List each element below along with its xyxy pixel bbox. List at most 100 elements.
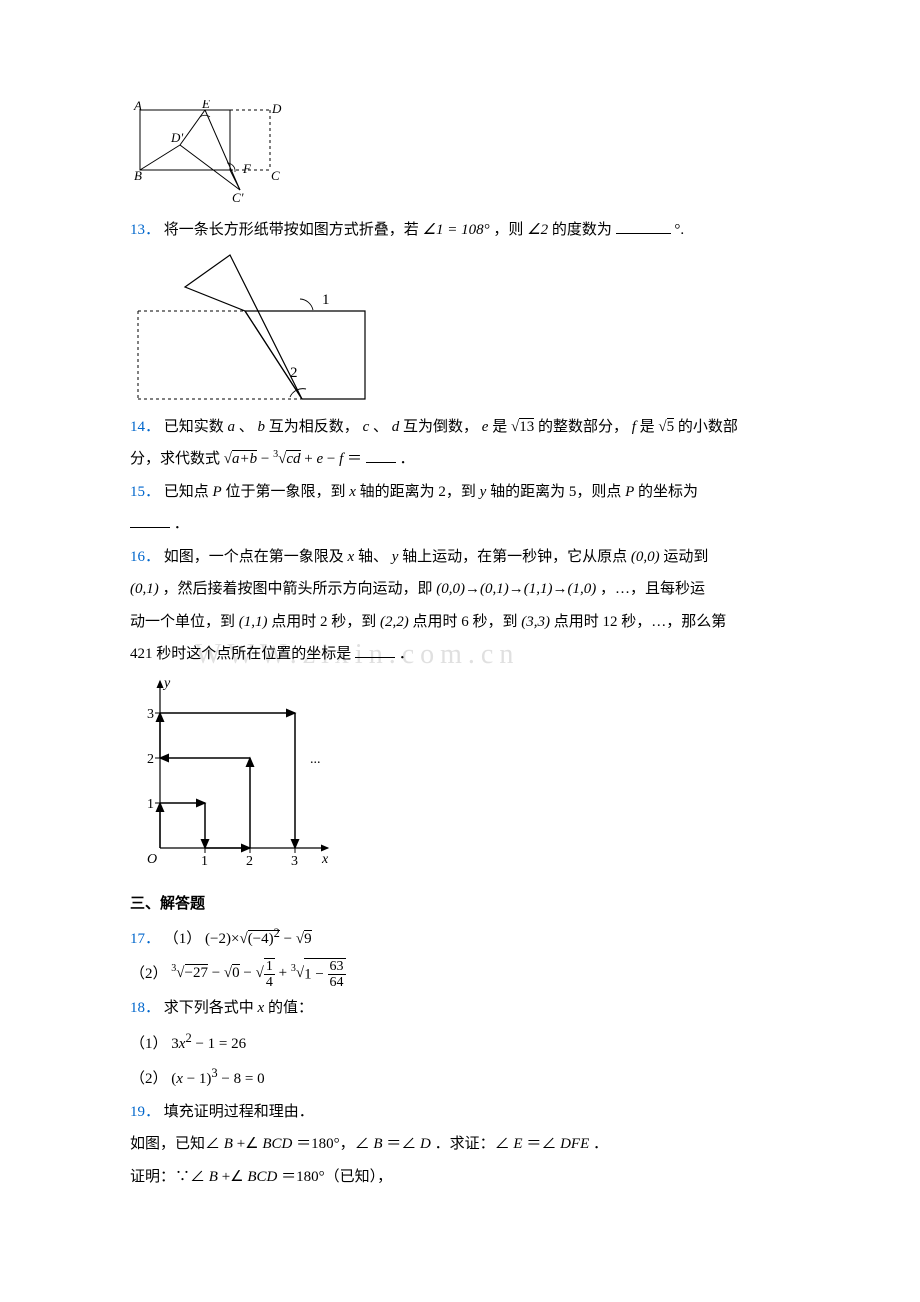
- question-18-p2: （2） (x − 1)3 − 8 = 0: [130, 1062, 790, 1094]
- question-text: ．: [593, 1136, 608, 1152]
- svg-text:E: E: [201, 100, 210, 111]
- question-text: 运动到: [663, 549, 708, 565]
- var-a: a: [228, 419, 236, 435]
- var-b: b: [258, 419, 266, 435]
- var-DFE: DFE: [560, 1136, 589, 1152]
- question-text: 、: [373, 419, 388, 435]
- question-text: 的值：: [268, 1000, 313, 1016]
- var-B: B: [209, 1169, 218, 1185]
- question-number: 17．: [130, 931, 160, 947]
- part-label: （1）: [164, 931, 202, 947]
- math-expr: (−2)×√(−4)2 − √9: [205, 930, 312, 947]
- question-text: ，则: [493, 222, 523, 238]
- question-text: 是: [492, 419, 511, 435]
- question-text: 动一个单位，到: [130, 614, 235, 630]
- question-text: 的小数部: [678, 419, 738, 435]
- var-x: x: [348, 549, 355, 565]
- question-text: 是: [640, 419, 659, 435]
- svg-text:F: F: [242, 161, 252, 176]
- question-text: ，…，且每秒运: [600, 581, 705, 597]
- fill-blank[interactable]: [355, 642, 395, 658]
- plus: +: [304, 451, 316, 467]
- question-number: 14．: [130, 419, 160, 435]
- svg-text:3: 3: [147, 707, 154, 722]
- question-text: 的度数为: [552, 222, 612, 238]
- point-22: (2,2): [380, 614, 409, 630]
- question-text: 点用时 12 秒，…，那么第: [554, 614, 727, 630]
- svg-text:1: 1: [147, 797, 154, 812]
- fill-blank[interactable]: [366, 447, 396, 463]
- question-text: 轴的距离为 2，到: [360, 484, 480, 500]
- sqrt-5: √5: [658, 418, 674, 435]
- svg-text:D': D': [170, 130, 183, 145]
- var-y: y: [480, 484, 487, 500]
- question-14: 14． 已知实数 a 、 b 互为相反数， c 、 d 互为倒数， e 是 √1…: [130, 413, 790, 442]
- math-expr: 3x2 − 1 = 26: [171, 1036, 246, 1052]
- math-expr: 3√−27 − √0 − √14 + 3√1 − 6364: [171, 965, 345, 981]
- var-y: y: [392, 549, 399, 565]
- question-text: 将一条长方形纸带按如图方式折叠，若: [164, 222, 419, 238]
- expr-part: √a+b: [224, 450, 257, 467]
- var-E: E: [513, 1136, 522, 1152]
- fill-blank[interactable]: [130, 512, 170, 528]
- equals: ＝: [347, 451, 362, 467]
- point-00: (0,0): [631, 549, 660, 565]
- question-19-line2: 如图，已知∠ B +∠ BCD ＝180°，∠ B ＝∠ D ．求证：∠ E ＝…: [130, 1130, 790, 1159]
- question-number: 16．: [130, 549, 160, 565]
- question-text: 如图，已知∠: [130, 1136, 220, 1152]
- question-text: 点用时 2 秒，到: [271, 614, 376, 630]
- question-19-line3: 证明：∵∠ B +∠ BCD ＝180°（已知），: [130, 1163, 790, 1192]
- var-P: P: [625, 484, 634, 500]
- question-text: 的坐标为: [638, 484, 698, 500]
- part-label: （2）: [130, 965, 168, 981]
- question-number: 15．: [130, 484, 160, 500]
- question-text: 点用时 6 秒，到: [413, 614, 518, 630]
- figure-q13: 1 2: [130, 249, 790, 409]
- svg-text:1: 1: [322, 292, 330, 308]
- point-33: (3,3): [521, 614, 550, 630]
- var-e: e: [482, 419, 489, 435]
- punct: ．: [174, 516, 189, 532]
- question-13: 13． 将一条长方形纸带按如图方式折叠，若 ∠1 = 108° ，则 ∠2 的度…: [130, 216, 790, 245]
- question-text: 互为相反数，: [269, 419, 359, 435]
- point-11: (1,1): [239, 614, 268, 630]
- question-text: 分，求代数式: [130, 451, 220, 467]
- point-01: (0,1): [130, 581, 159, 597]
- svg-text:2: 2: [290, 365, 298, 381]
- var-BCD: BCD: [247, 1169, 277, 1185]
- svg-text:y: y: [162, 676, 171, 691]
- figure-q16: O 1 2 3 1 2 3 y x ...: [130, 673, 790, 878]
- var-f: f: [632, 419, 636, 435]
- question-17-p2: （2） 3√−27 − √0 − √14 + 3√1 − 6364: [130, 958, 790, 991]
- minus: −: [327, 451, 339, 467]
- var-c: c: [363, 419, 370, 435]
- question-15-line2: ．: [130, 510, 790, 539]
- question-text: 的整数部分，: [538, 419, 628, 435]
- fill-blank[interactable]: [616, 218, 671, 234]
- minus: −: [261, 451, 273, 467]
- part-label: （2）: [130, 1071, 168, 1087]
- question-text: 位于第一象限，到: [225, 484, 349, 500]
- question-text: 421 秒时这个点所在位置的坐标是: [130, 646, 351, 662]
- punct: ．: [399, 646, 414, 662]
- question-text: 求下列各式中: [164, 1000, 258, 1016]
- svg-text:2: 2: [246, 854, 253, 869]
- question-text: ．求证：∠: [435, 1136, 510, 1152]
- question-text: 证明：∵∠: [130, 1169, 205, 1185]
- svg-text:C: C: [271, 168, 280, 183]
- question-number: 13．: [130, 222, 160, 238]
- question-text: 、: [239, 419, 254, 435]
- question-text: +∠: [222, 1169, 244, 1185]
- question-number: 19．: [130, 1104, 160, 1120]
- question-text: 已知实数: [164, 419, 228, 435]
- question-text: ＝180°，∠: [296, 1136, 370, 1152]
- question-19: 19． 填充证明过程和理由．: [130, 1098, 790, 1127]
- question-16: 16． 如图，一个点在第一象限及 x 轴、 y 轴上运动，在第一秒钟，它从原点 …: [130, 543, 790, 572]
- svg-text:B: B: [134, 168, 142, 183]
- var-x: x: [258, 1000, 265, 1016]
- question-text: 已知点: [164, 484, 213, 500]
- svg-text:A: A: [133, 100, 142, 113]
- angle-1-expr: ∠1 = 108°: [423, 222, 490, 238]
- svg-text:x: x: [321, 852, 329, 867]
- punct: ．: [400, 451, 415, 467]
